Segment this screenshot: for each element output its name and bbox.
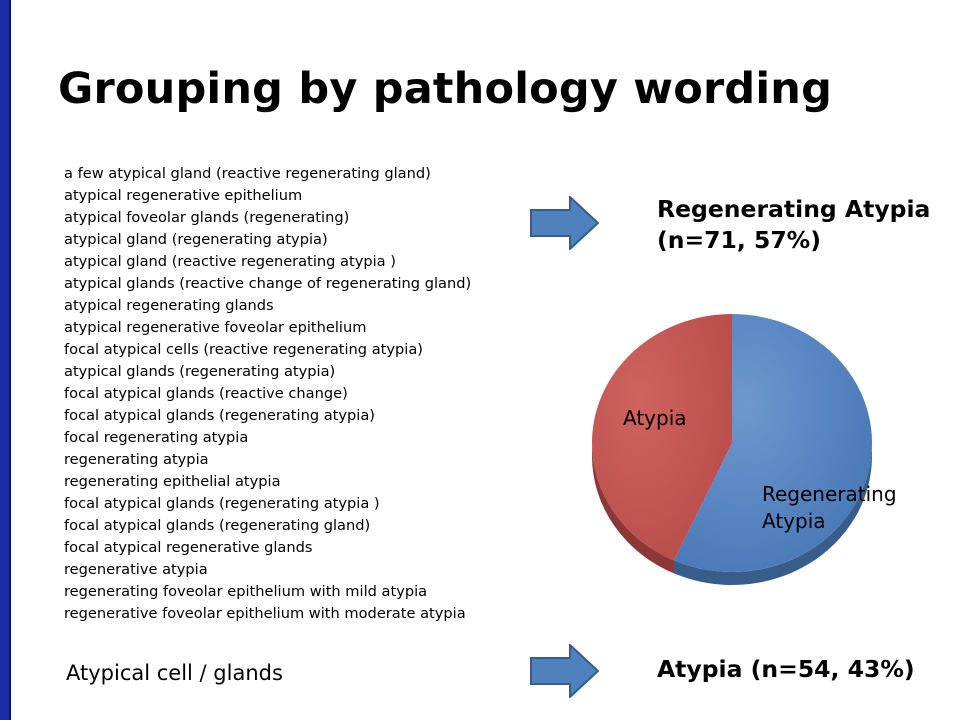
term-item: focal atypical glands (reactive change) bbox=[64, 385, 348, 402]
result-regenerating-atypia: Regenerating Atypia (n=71, 57%) bbox=[657, 194, 930, 256]
right-arrow-shape bbox=[530, 196, 600, 250]
pie-slice-regenerating-atypia bbox=[673, 314, 873, 572]
pie-chart bbox=[570, 300, 900, 600]
result-regenerating-label: Regenerating Atypia bbox=[657, 195, 931, 223]
pie-slice-side bbox=[592, 443, 674, 574]
term-item: focal atypical glands (regenerating atyp… bbox=[64, 407, 375, 424]
term-item: atypical glands (regenerating atypia) bbox=[64, 363, 336, 380]
slide-left-accent-bar bbox=[0, 0, 11, 720]
term-item: regenerating atypia bbox=[64, 451, 209, 468]
right-arrow-shape bbox=[530, 644, 600, 698]
pie-label-atypia: Atypia bbox=[623, 406, 687, 430]
term-item: atypical gland (reactive regenerating at… bbox=[64, 253, 396, 270]
group-caption: Atypical cell / glands bbox=[66, 661, 283, 685]
pie-label-regenerating: Regenerating Atypia bbox=[762, 481, 897, 535]
result-regenerating-count: (n=71, 57%) bbox=[657, 226, 821, 254]
pie-slices bbox=[592, 314, 873, 572]
pie-label-regenerating-line1: Regenerating bbox=[762, 482, 897, 506]
term-item: focal regenerating atypia bbox=[64, 429, 249, 446]
term-item: atypical regenerating glands bbox=[64, 297, 274, 314]
pie-3d-sides bbox=[592, 443, 872, 585]
term-item: atypical regenerative foveolar epitheliu… bbox=[64, 319, 367, 336]
term-item: regenerating epithelial atypia bbox=[64, 473, 281, 490]
term-item: atypical glands (reactive change of rege… bbox=[64, 275, 472, 292]
term-item: atypical regenerative epithelium bbox=[64, 187, 303, 204]
term-item: regenerative foveolar epithelium with mo… bbox=[64, 605, 466, 622]
term-item: atypical foveolar glands (regenerating) bbox=[64, 209, 350, 226]
term-item: focal atypical glands (regenerating glan… bbox=[64, 517, 371, 534]
pie-slice-side bbox=[673, 443, 872, 585]
right-arrow-icon bbox=[530, 644, 600, 698]
term-item: regenerating foveolar epithelium with mi… bbox=[64, 583, 428, 600]
pie-slice-atypia bbox=[592, 314, 732, 561]
term-item: focal atypical cells (reactive regenerat… bbox=[64, 341, 423, 358]
term-item: a few atypical gland (reactive regenerat… bbox=[64, 165, 431, 182]
term-item: focal atypical regenerative glands bbox=[64, 539, 313, 556]
pie-label-regenerating-line2: Atypia bbox=[762, 509, 826, 533]
pathology-term-list: a few atypical gland (reactive regenerat… bbox=[64, 163, 471, 625]
term-item: focal atypical glands (regenerating atyp… bbox=[64, 495, 380, 512]
result-atypia: Atypia (n=54, 43%) bbox=[657, 655, 915, 683]
pie-chart-svg bbox=[592, 314, 873, 585]
slide-title: Grouping by pathology wording bbox=[58, 64, 833, 114]
term-item: regenerative atypia bbox=[64, 561, 208, 578]
right-arrow-icon bbox=[530, 196, 600, 250]
term-item: atypical gland (regenerating atypia) bbox=[64, 231, 328, 248]
